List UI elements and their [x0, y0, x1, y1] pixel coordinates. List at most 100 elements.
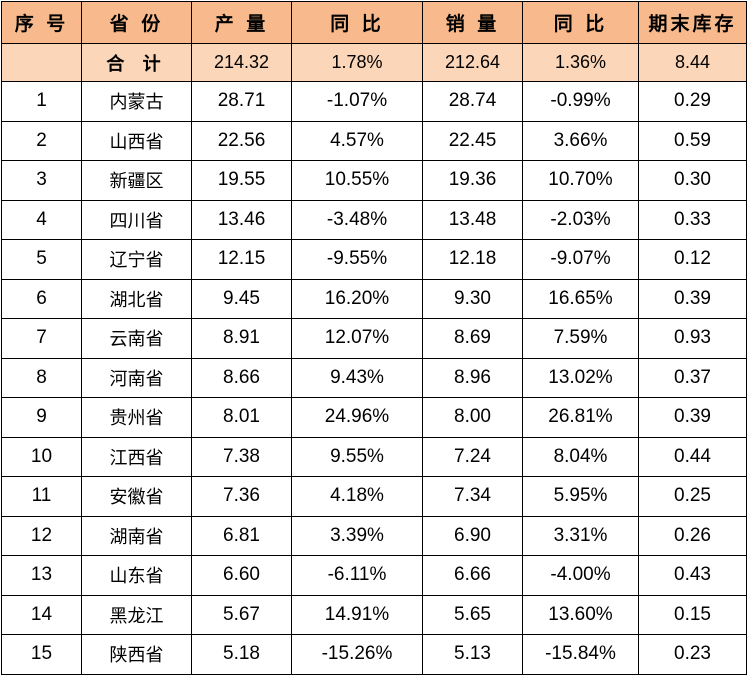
row-sales: 7.34 — [422, 476, 523, 517]
total-sales-yoy: 1.36% — [522, 43, 639, 82]
row-no: 10 — [1, 436, 82, 477]
row-production-yoy: -9.55% — [291, 239, 423, 280]
row-sales: 7.24 — [422, 436, 523, 477]
total-inventory: 8.44 — [638, 43, 747, 82]
row-inventory: 0.26 — [638, 515, 747, 556]
total-label: 合 计 — [81, 43, 192, 82]
total-sales: 212.64 — [422, 43, 523, 82]
row-sales-yoy: 16.65% — [522, 278, 639, 319]
table-row: 4 四川省 13.46 -3.48% 13.48 -2.03% 0.33 — [1, 199, 747, 240]
table-row: 8 河南省 8.66 9.43% 8.96 13.02% 0.37 — [1, 357, 747, 398]
row-production: 5.18 — [191, 634, 292, 675]
row-production: 9.45 — [191, 278, 292, 319]
row-production: 6.81 — [191, 515, 292, 556]
row-sales-yoy: -0.99% — [522, 81, 639, 122]
row-production: 8.01 — [191, 397, 292, 438]
row-sales-yoy: 13.02% — [522, 357, 639, 398]
header-production: 产 量 — [191, 1, 292, 44]
table-row: 12 湖南省 6.81 3.39% 6.90 3.31% 0.26 — [1, 515, 747, 556]
row-sales-yoy: 3.31% — [522, 515, 639, 556]
table-row: 14 黑龙江 5.67 14.91% 5.65 13.60% 0.15 — [1, 594, 747, 635]
row-province: 辽宁省 — [81, 239, 192, 280]
row-sales: 5.65 — [422, 594, 523, 635]
row-inventory: 0.12 — [638, 239, 747, 280]
row-province: 云南省 — [81, 318, 192, 359]
table-row: 7 云南省 8.91 12.07% 8.69 7.59% 0.93 — [1, 318, 747, 359]
row-production: 7.38 — [191, 436, 292, 477]
row-sales: 6.90 — [422, 515, 523, 556]
row-inventory: 0.29 — [638, 81, 747, 122]
row-production: 13.46 — [191, 199, 292, 240]
row-inventory: 0.25 — [638, 476, 747, 517]
row-production: 8.91 — [191, 318, 292, 359]
row-inventory: 0.33 — [638, 199, 747, 240]
table-row: 9 贵州省 8.01 24.96% 8.00 26.81% 0.39 — [1, 397, 747, 438]
row-province: 山东省 — [81, 555, 192, 596]
row-province: 江西省 — [81, 436, 192, 477]
row-production-yoy: 16.20% — [291, 278, 423, 319]
row-production-yoy: -3.48% — [291, 199, 423, 240]
row-no: 3 — [1, 160, 82, 201]
row-production-yoy: -1.07% — [291, 81, 423, 122]
table-row: 6 湖北省 9.45 16.20% 9.30 16.65% 0.39 — [1, 278, 747, 319]
table-row: 3 新疆区 19.55 10.55% 19.36 10.70% 0.30 — [1, 160, 747, 201]
row-production: 19.55 — [191, 160, 292, 201]
row-production-yoy: 14.91% — [291, 594, 423, 635]
row-sales: 19.36 — [422, 160, 523, 201]
row-no: 12 — [1, 515, 82, 556]
row-sales: 28.74 — [422, 81, 523, 122]
row-no: 9 — [1, 397, 82, 438]
row-inventory: 0.39 — [638, 397, 747, 438]
row-sales: 6.66 — [422, 555, 523, 596]
table-body: 合 计 214.32 1.78% 212.64 1.36% 8.44 1 内蒙古 2… — [1, 43, 747, 675]
row-production-yoy: 9.43% — [291, 357, 423, 398]
row-sales: 8.96 — [422, 357, 523, 398]
row-production-yoy: 24.96% — [291, 397, 423, 438]
row-sales-yoy: 10.70% — [522, 160, 639, 201]
row-province: 河南省 — [81, 357, 192, 398]
row-sales: 22.45 — [422, 120, 523, 161]
total-production-yoy: 1.78% — [291, 43, 423, 82]
total-production: 214.32 — [191, 43, 292, 82]
row-production: 22.56 — [191, 120, 292, 161]
row-sales-yoy: -2.03% — [522, 199, 639, 240]
row-sales-yoy: 13.60% — [522, 594, 639, 635]
row-no: 6 — [1, 278, 82, 319]
row-no: 11 — [1, 476, 82, 517]
total-no — [1, 43, 82, 82]
row-production-yoy: 12.07% — [291, 318, 423, 359]
row-sales: 9.30 — [422, 278, 523, 319]
table-row: 13 山东省 6.60 -6.11% 6.66 -4.00% 0.43 — [1, 555, 747, 596]
row-production: 28.71 — [191, 81, 292, 122]
row-province: 黑龙江 — [81, 594, 192, 635]
table-row: 10 江西省 7.38 9.55% 7.24 8.04% 0.44 — [1, 436, 747, 477]
header-production-yoy: 同 比 — [291, 1, 423, 44]
row-province: 湖南省 — [81, 515, 192, 556]
row-sales-yoy: -4.00% — [522, 555, 639, 596]
row-province: 新疆区 — [81, 160, 192, 201]
row-province: 陕西省 — [81, 634, 192, 675]
header-row: 序 号 省 份 产 量 同 比 销 量 同 比 期末库存 — [1, 1, 747, 44]
row-province: 湖北省 — [81, 278, 192, 319]
table-row: 5 辽宁省 12.15 -9.55% 12.18 -9.07% 0.12 — [1, 239, 747, 280]
row-no: 15 — [1, 634, 82, 675]
row-inventory: 0.43 — [638, 555, 747, 596]
row-production-yoy: 4.57% — [291, 120, 423, 161]
table-row: 11 安徽省 7.36 4.18% 7.34 5.95% 0.25 — [1, 476, 747, 517]
row-sales-yoy: 26.81% — [522, 397, 639, 438]
table-row: 15 陕西省 5.18 -15.26% 5.13 -15.84% 0.23 — [1, 634, 747, 675]
header-no: 序 号 — [1, 1, 82, 44]
row-no: 5 — [1, 239, 82, 280]
row-no: 8 — [1, 357, 82, 398]
header-province: 省 份 — [81, 1, 192, 44]
row-sales-yoy: 5.95% — [522, 476, 639, 517]
row-production-yoy: -6.11% — [291, 555, 423, 596]
row-inventory: 0.39 — [638, 278, 747, 319]
table-row: 2 山西省 22.56 4.57% 22.45 3.66% 0.59 — [1, 120, 747, 161]
row-inventory: 0.44 — [638, 436, 747, 477]
row-no: 4 — [1, 199, 82, 240]
row-sales-yoy: 3.66% — [522, 120, 639, 161]
row-province: 四川省 — [81, 199, 192, 240]
row-production-yoy: 9.55% — [291, 436, 423, 477]
